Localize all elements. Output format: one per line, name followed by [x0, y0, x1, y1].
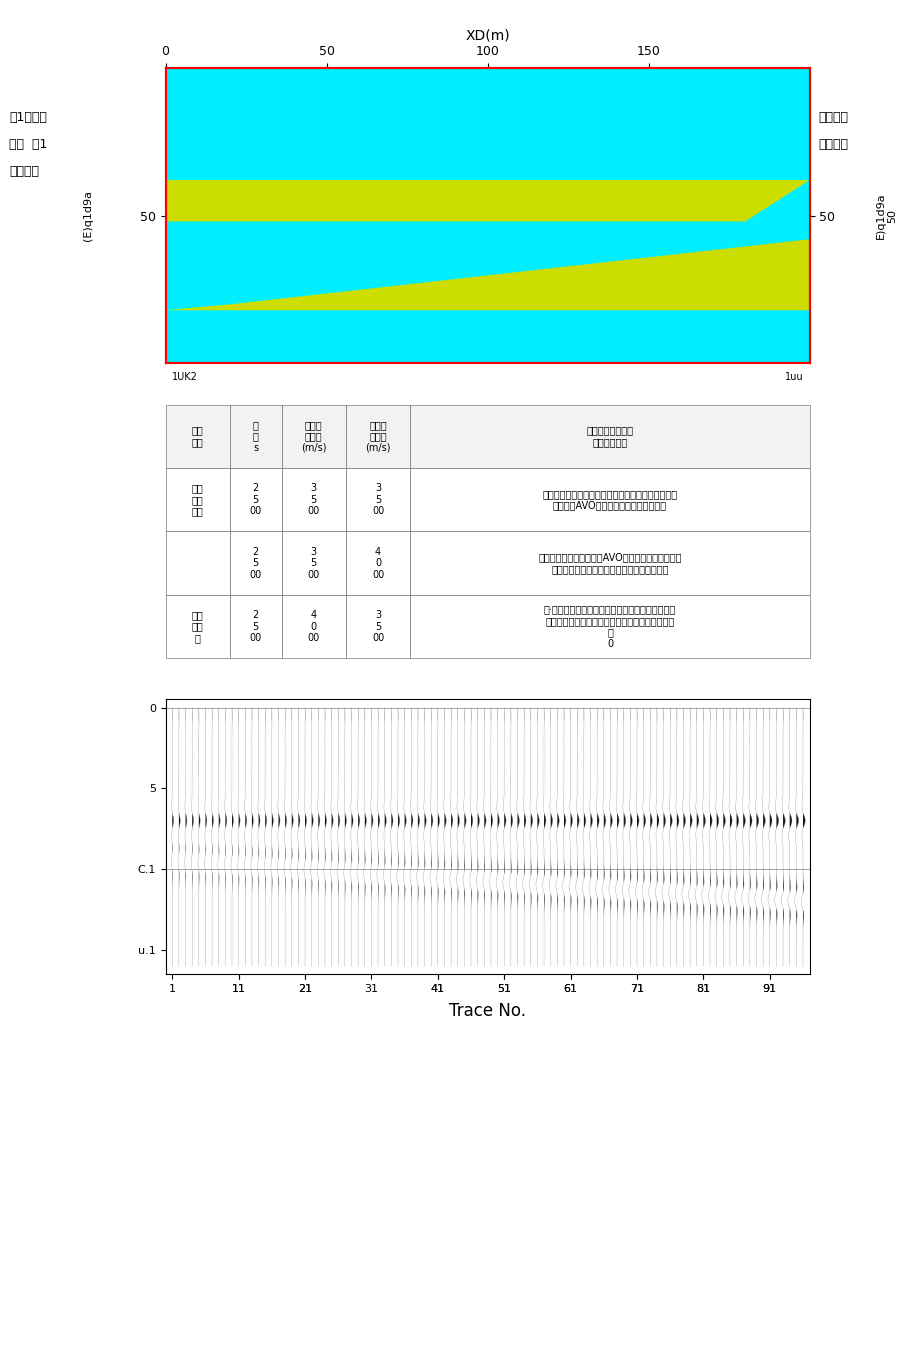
Text: E)q1d9a
50: E)q1d9a 50 [875, 192, 897, 239]
Text: 1uu: 1uu [784, 372, 802, 383]
X-axis label: Trace No.: Trace No. [448, 1003, 526, 1020]
Polygon shape [165, 239, 809, 310]
Polygon shape [165, 180, 809, 222]
Text: 正演模型: 正演模型 [818, 138, 848, 152]
Text: 1UK2: 1UK2 [172, 372, 198, 383]
X-axis label: XD(m): XD(m) [465, 28, 509, 42]
Text: 速度参数: 速度参数 [9, 165, 40, 179]
Text: (E)q1d9a: (E)q1d9a [84, 189, 93, 241]
Text: 图1叠置砂: 图1叠置砂 [9, 111, 47, 124]
Text: 体模型示: 体模型示 [818, 111, 848, 124]
Text: 意图  表1: 意图 表1 [9, 138, 48, 152]
